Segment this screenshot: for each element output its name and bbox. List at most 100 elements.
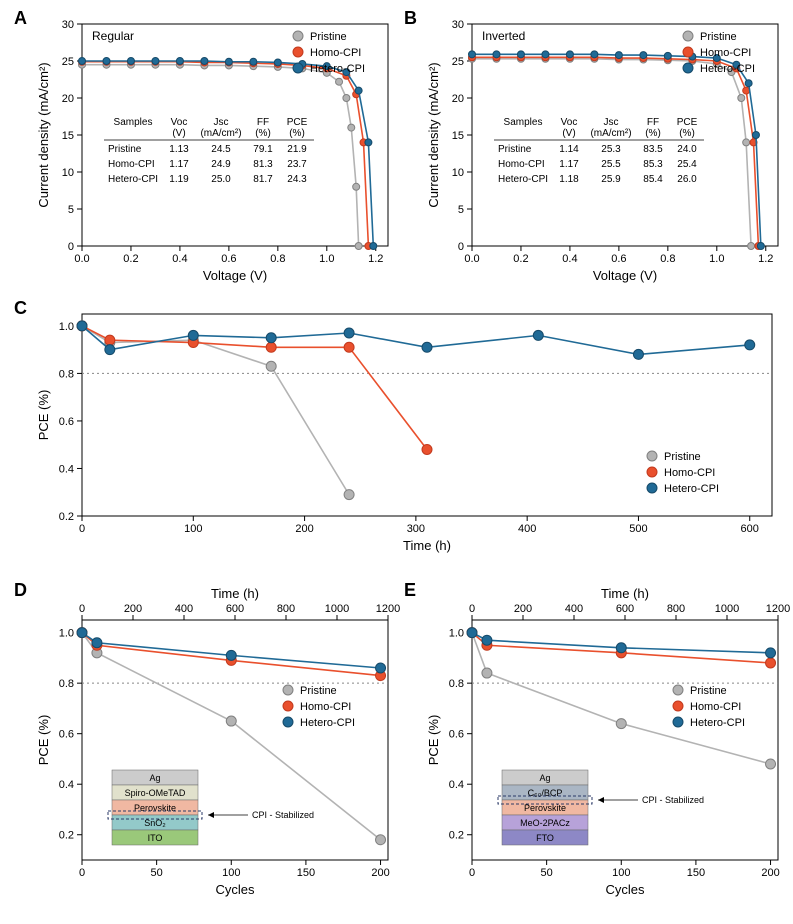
svg-text:1.0: 1.0 xyxy=(449,628,464,640)
svg-text:0.4: 0.4 xyxy=(59,779,74,791)
svg-text:5: 5 xyxy=(68,204,74,216)
svg-text:Jsc: Jsc xyxy=(604,117,619,128)
svg-text:0.4: 0.4 xyxy=(449,779,464,791)
svg-text:0.6: 0.6 xyxy=(59,729,74,741)
svg-text:MeO-2PACz: MeO-2PACz xyxy=(520,818,570,828)
svg-text:1.14: 1.14 xyxy=(559,144,579,155)
svg-text:1.19: 1.19 xyxy=(169,174,189,185)
svg-text:Homo-CPI: Homo-CPI xyxy=(664,467,715,479)
svg-text:10: 10 xyxy=(62,167,74,179)
svg-text:Hetero-CPI: Hetero-CPI xyxy=(498,174,548,185)
svg-text:400: 400 xyxy=(518,523,536,535)
svg-text:Ag: Ag xyxy=(539,773,550,783)
svg-text:0: 0 xyxy=(79,867,85,879)
svg-text:24.3: 24.3 xyxy=(287,174,307,185)
panel-label-c: C xyxy=(14,298,27,319)
svg-text:600: 600 xyxy=(226,603,244,615)
svg-text:Samples: Samples xyxy=(114,117,153,128)
svg-text:Pristine: Pristine xyxy=(310,31,347,43)
svg-text:81.3: 81.3 xyxy=(253,159,273,170)
svg-text:Voltage (V): Voltage (V) xyxy=(203,268,267,283)
svg-text:300: 300 xyxy=(407,523,425,535)
svg-text:24.9: 24.9 xyxy=(211,159,231,170)
svg-text:0.2: 0.2 xyxy=(123,253,138,265)
svg-text:24.5: 24.5 xyxy=(211,144,231,155)
svg-text:0.0: 0.0 xyxy=(74,253,89,265)
svg-text:Homo-CPI: Homo-CPI xyxy=(300,701,351,713)
svg-text:Voc: Voc xyxy=(171,117,188,128)
svg-text:Homo-CPI: Homo-CPI xyxy=(108,159,155,170)
svg-text:Homo-CPI: Homo-CPI xyxy=(498,159,545,170)
svg-text:800: 800 xyxy=(277,603,295,615)
svg-text:800: 800 xyxy=(667,603,685,615)
svg-text:Regular: Regular xyxy=(92,29,134,43)
svg-text:600: 600 xyxy=(616,603,634,615)
svg-text:0: 0 xyxy=(68,241,74,253)
svg-text:0.2: 0.2 xyxy=(449,830,464,842)
panel-label-b: B xyxy=(404,8,417,29)
panel-e: 0501001502000.20.40.60.81.00200400600800… xyxy=(420,580,790,910)
svg-text:0.6: 0.6 xyxy=(611,253,626,265)
svg-text:Homo-CPI: Homo-CPI xyxy=(700,47,751,59)
svg-text:20: 20 xyxy=(452,93,464,105)
svg-text:85.3: 85.3 xyxy=(643,159,663,170)
svg-text:21.9: 21.9 xyxy=(287,144,307,155)
svg-text:30: 30 xyxy=(62,19,74,31)
svg-text:100: 100 xyxy=(612,867,630,879)
svg-text:400: 400 xyxy=(565,603,583,615)
svg-text:200: 200 xyxy=(295,523,313,535)
svg-text:Time (h): Time (h) xyxy=(601,586,649,601)
svg-text:1200: 1200 xyxy=(376,603,400,615)
svg-text:Samples: Samples xyxy=(504,117,543,128)
svg-text:81.7: 81.7 xyxy=(253,174,273,185)
svg-text:26.0: 26.0 xyxy=(677,174,697,185)
svg-text:100: 100 xyxy=(184,523,202,535)
svg-text:15: 15 xyxy=(452,130,464,142)
svg-text:Current density (mA/cm²): Current density (mA/cm²) xyxy=(426,62,441,207)
panel-b: 0.00.20.40.60.81.01.2051015202530Voltage… xyxy=(420,10,790,290)
svg-text:1.17: 1.17 xyxy=(559,159,579,170)
svg-text:Pristine: Pristine xyxy=(700,31,737,43)
svg-text:0.8: 0.8 xyxy=(59,678,74,690)
svg-text:Time (h): Time (h) xyxy=(211,586,259,601)
svg-text:(V): (V) xyxy=(562,128,575,139)
svg-text:Homo-CPI: Homo-CPI xyxy=(310,47,361,59)
svg-text:(V): (V) xyxy=(172,128,185,139)
svg-text:0.4: 0.4 xyxy=(59,463,74,475)
svg-text:24.0: 24.0 xyxy=(677,144,697,155)
svg-text:CPI - Stabilized: CPI - Stabilized xyxy=(252,810,314,820)
svg-text:Hetero-CPI: Hetero-CPI xyxy=(664,483,719,495)
svg-text:(%): (%) xyxy=(289,128,305,139)
panel-d: 0501001502000.20.40.60.81.00200400600800… xyxy=(30,580,400,910)
svg-text:PCE: PCE xyxy=(677,117,698,128)
svg-text:600: 600 xyxy=(741,523,759,535)
svg-text:30: 30 xyxy=(452,19,464,31)
svg-text:Hetero-CPI: Hetero-CPI xyxy=(310,63,365,75)
svg-text:20: 20 xyxy=(62,93,74,105)
svg-text:0.6: 0.6 xyxy=(59,416,74,428)
svg-text:400: 400 xyxy=(175,603,193,615)
svg-text:Cycles: Cycles xyxy=(605,882,645,897)
svg-text:Homo-CPI: Homo-CPI xyxy=(690,701,741,713)
svg-text:1.0: 1.0 xyxy=(59,321,74,333)
svg-text:85.4: 85.4 xyxy=(643,174,663,185)
svg-text:0.6: 0.6 xyxy=(449,729,464,741)
svg-text:FF: FF xyxy=(647,117,659,128)
svg-text:50: 50 xyxy=(541,867,553,879)
svg-text:0.8: 0.8 xyxy=(270,253,285,265)
svg-text:Hetero-CPI: Hetero-CPI xyxy=(108,174,158,185)
svg-text:(%): (%) xyxy=(679,128,695,139)
svg-text:0.4: 0.4 xyxy=(172,253,187,265)
svg-text:0.8: 0.8 xyxy=(449,678,464,690)
svg-text:Hetero-CPI: Hetero-CPI xyxy=(700,63,755,75)
svg-text:Inverted: Inverted xyxy=(482,29,525,43)
svg-text:Pristine: Pristine xyxy=(690,685,727,697)
svg-text:0: 0 xyxy=(79,603,85,615)
svg-text:79.1: 79.1 xyxy=(253,144,273,155)
svg-text:PCE (%): PCE (%) xyxy=(426,715,441,766)
svg-text:0.2: 0.2 xyxy=(59,511,74,523)
svg-text:25.4: 25.4 xyxy=(677,159,697,170)
figure-root: A 0.00.20.40.60.81.01.2051015202530Volta… xyxy=(0,0,793,924)
svg-text:1.17: 1.17 xyxy=(169,159,189,170)
svg-text:Current density (mA/cm²): Current density (mA/cm²) xyxy=(36,62,51,207)
